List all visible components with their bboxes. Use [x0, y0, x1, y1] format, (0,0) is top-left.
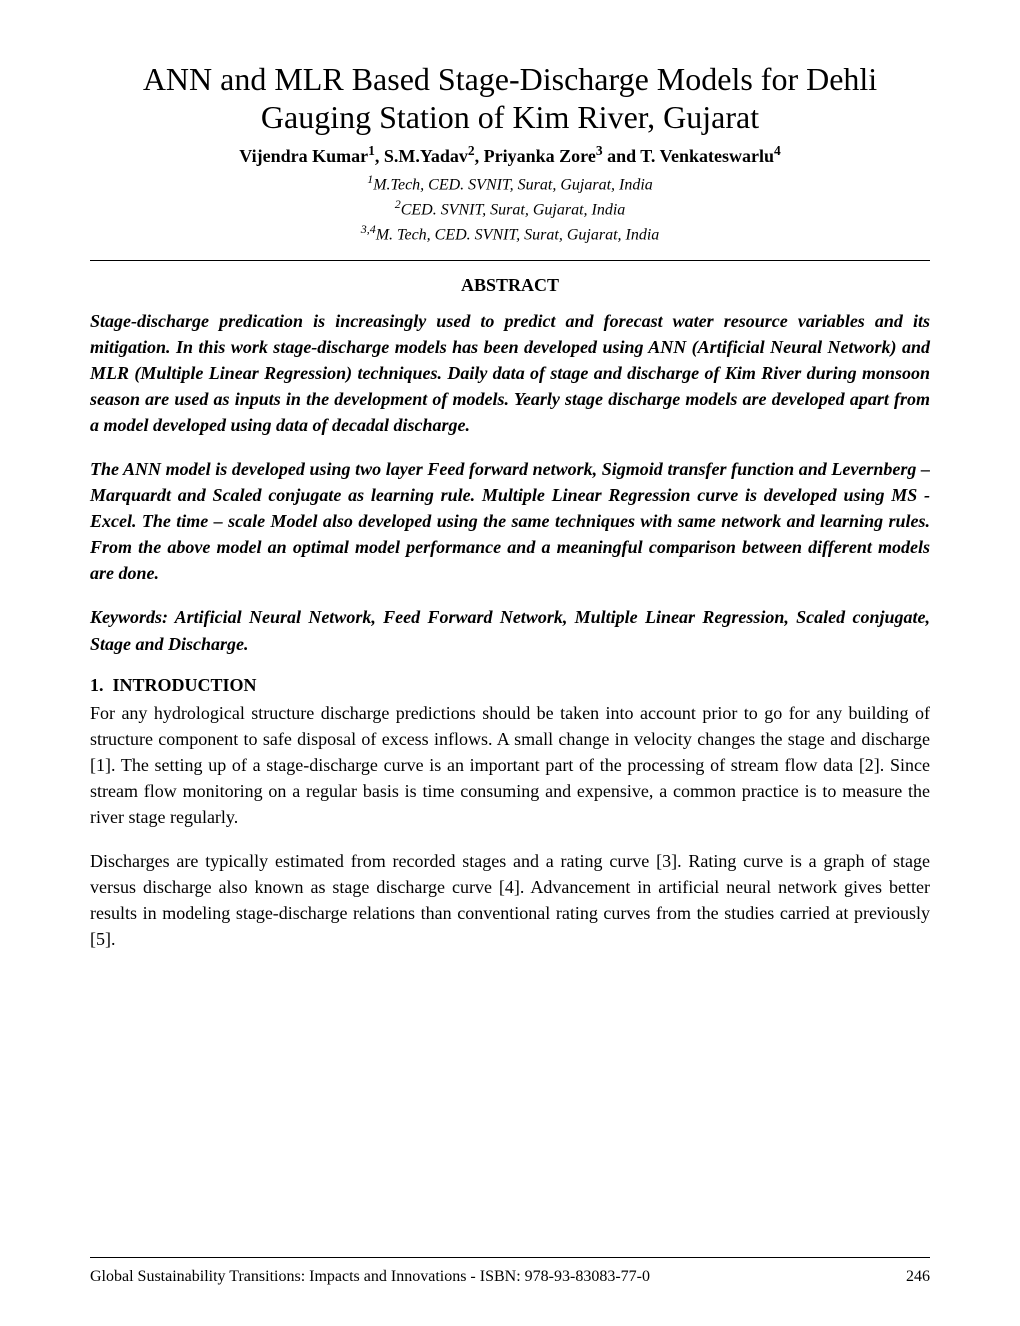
footer-left-text: Global Sustainability Transitions: Impac…	[90, 1268, 650, 1286]
aff-2-text: CED. SVNIT, Surat, Gujarat, India	[401, 201, 626, 218]
author-2-sup: 2	[468, 143, 475, 158]
author-2: , S.M.Yadav	[375, 146, 468, 166]
affiliation-1: 1M.Tech, CED. SVNIT, Surat, Gujarat, Ind…	[90, 171, 930, 196]
author-4: and T. Venkateswarlu	[603, 146, 774, 166]
abstract-paragraph-2: The ANN model is developed using two lay…	[90, 456, 930, 586]
author-4-sup: 4	[774, 143, 781, 158]
section-number: 1.	[90, 675, 104, 695]
keywords: Keywords: Artificial Neural Network, Fee…	[90, 604, 930, 656]
paper-title: ANN and MLR Based Stage-Discharge Models…	[90, 60, 930, 137]
abstract-heading: ABSTRACT	[90, 275, 930, 296]
aff-3-text: M. Tech, CED. SVNIT, Surat, Gujarat, Ind…	[376, 226, 660, 243]
footer-line: Global Sustainability Transitions: Impac…	[90, 1268, 930, 1286]
author-1: Vijendra Kumar	[239, 146, 368, 166]
footer-divider	[90, 1257, 930, 1258]
body-paragraph-2: Discharges are typically estimated from …	[90, 848, 930, 952]
authors-line: Vijendra Kumar1, S.M.Yadav2, Priyanka Zo…	[90, 143, 930, 167]
section-heading-introduction: 1. INTRODUCTION	[90, 675, 930, 696]
author-3-sup: 3	[596, 143, 603, 158]
page-footer: Global Sustainability Transitions: Impac…	[90, 1257, 930, 1286]
section-title: INTRODUCTION	[113, 675, 257, 695]
affiliation-3: 3,4M. Tech, CED. SVNIT, Surat, Gujarat, …	[90, 221, 930, 246]
top-divider	[90, 260, 930, 261]
affiliation-2: 2CED. SVNIT, Surat, Gujarat, India	[90, 196, 930, 221]
footer-page-number: 246	[906, 1268, 930, 1286]
title-line-1: ANN and MLR Based Stage-Discharge Models…	[143, 61, 877, 97]
aff-1-text: M.Tech, CED. SVNIT, Surat, Gujarat, Indi…	[373, 176, 653, 193]
aff-3-sup: 3,4	[361, 222, 376, 236]
abstract-paragraph-1: Stage-discharge predication is increasin…	[90, 308, 930, 438]
body-paragraph-1: For any hydrological structure discharge…	[90, 700, 930, 830]
title-line-2: Gauging Station of Kim River, Gujarat	[261, 99, 759, 135]
author-3: , Priyanka Zore	[475, 146, 596, 166]
author-1-sup: 1	[368, 143, 375, 158]
